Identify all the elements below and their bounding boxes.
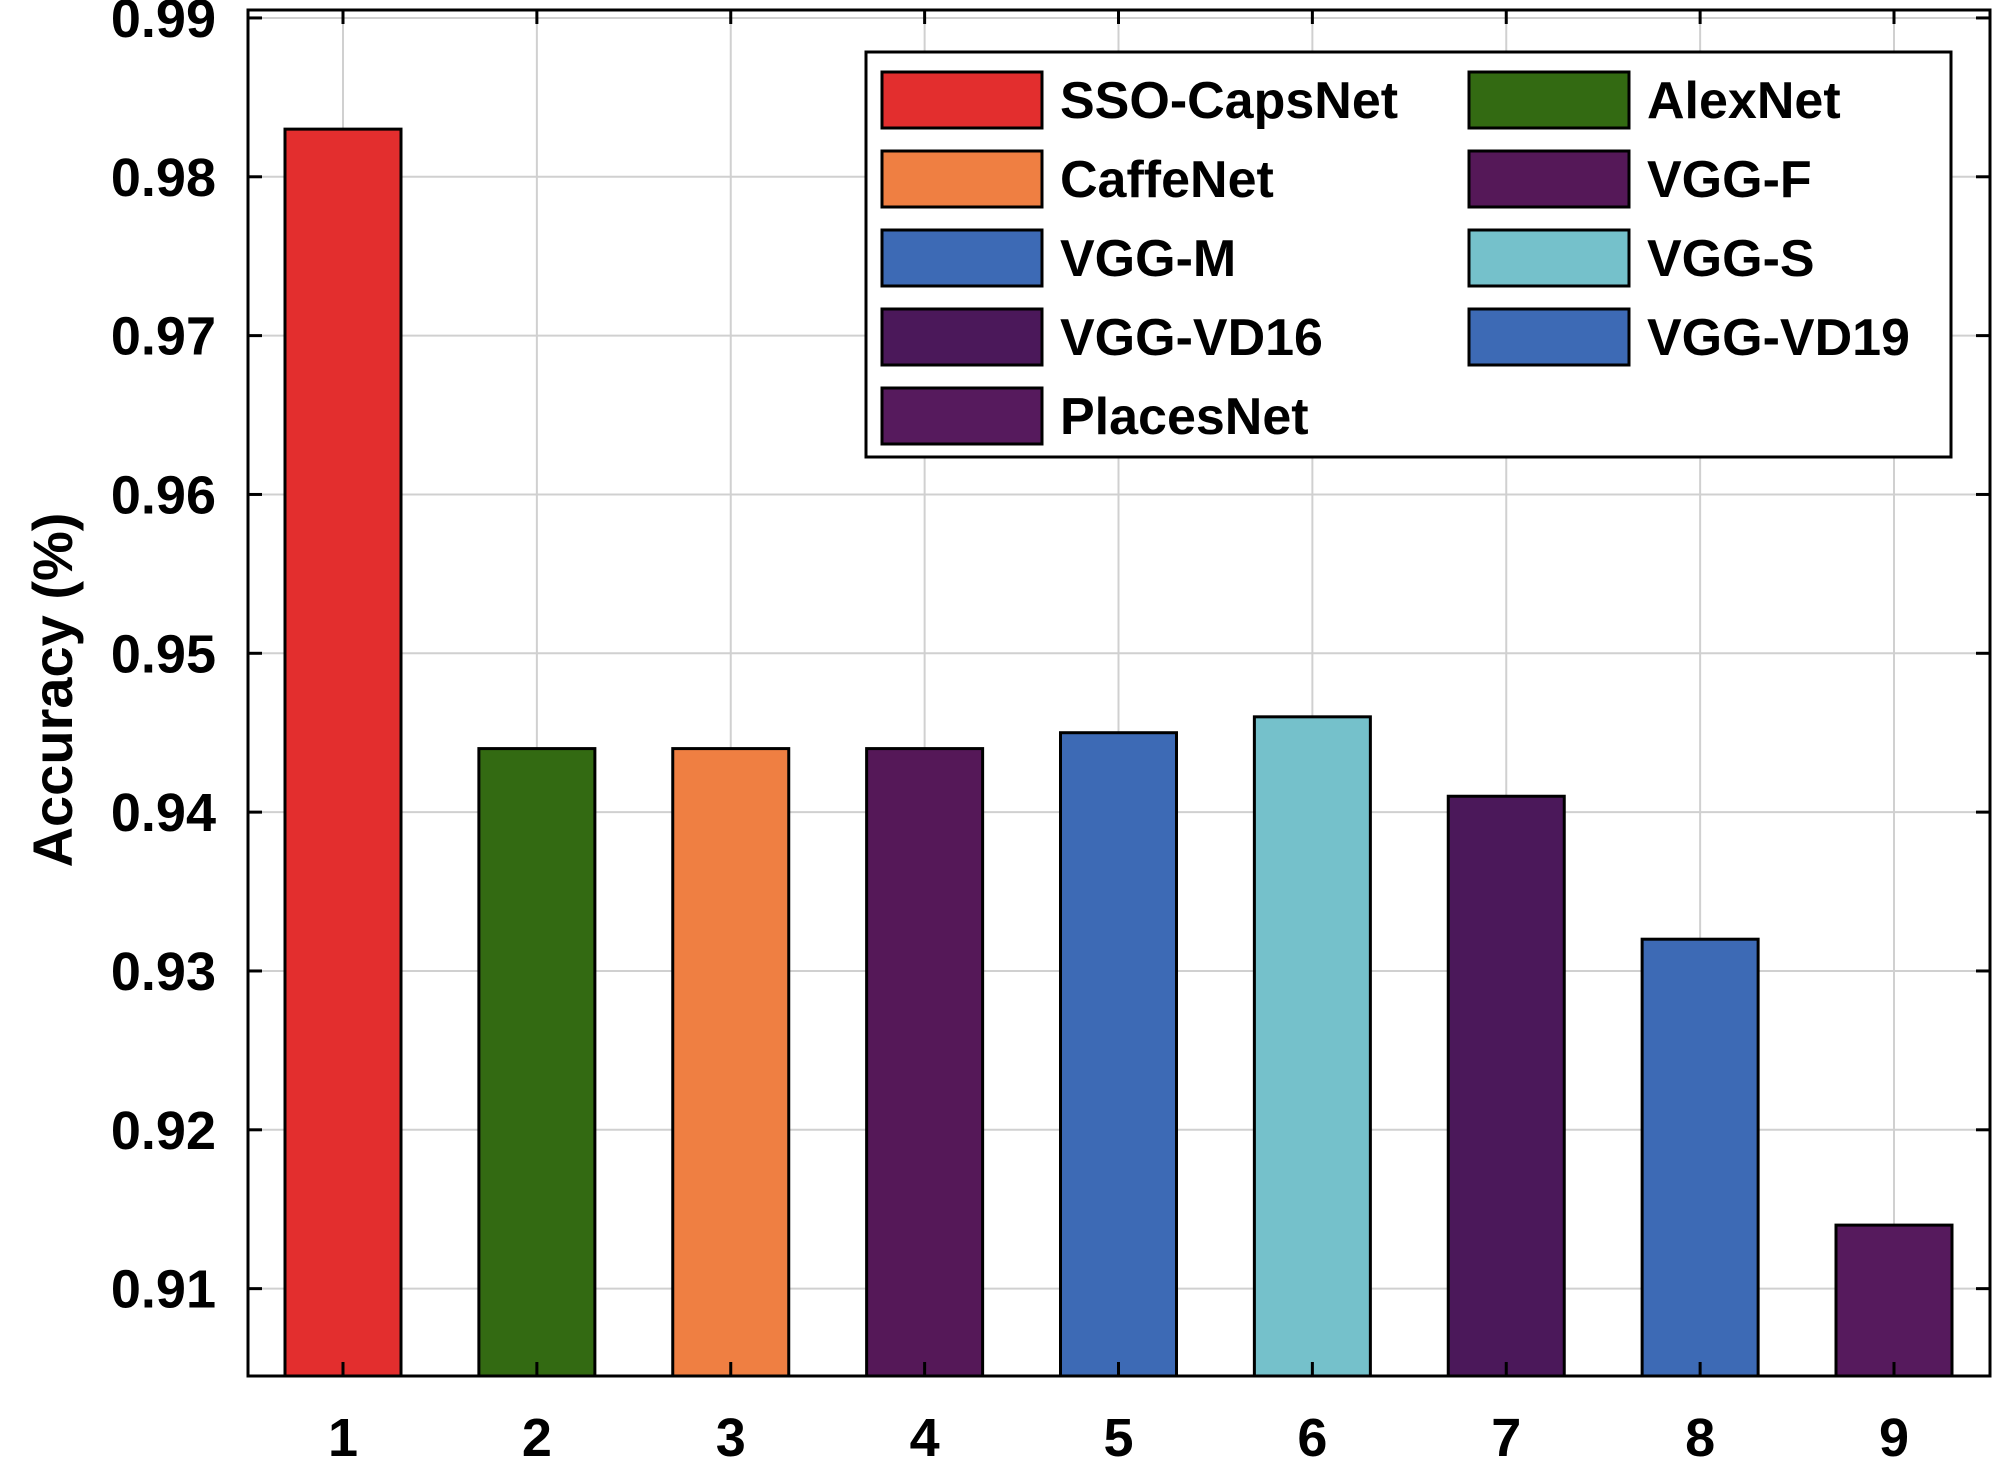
- bar-vgg-s: [1252, 715, 1372, 1378]
- bar-vgg-vd16: [1446, 794, 1566, 1378]
- legend-label: VGG-VD16: [1060, 309, 1323, 367]
- legend-swatch: [880, 228, 1044, 288]
- legend-label: CaffeNet: [1060, 151, 1274, 209]
- x-tick-label: 6: [1297, 1408, 1327, 1468]
- y-tick-label: 0.97: [111, 307, 216, 367]
- y-tick-label: 0.94: [111, 783, 216, 843]
- x-tick-label: 7: [1491, 1408, 1521, 1468]
- legend: SSO-CapsNet AlexNet CaffeNet VGG-F VGG-M VGG-…: [864, 50, 1953, 459]
- x-tick-label: 4: [910, 1408, 940, 1468]
- legend-box: [864, 50, 1953, 459]
- legend-swatch: [1467, 307, 1631, 367]
- y-axis-label: Accuracy (%): [21, 513, 84, 868]
- legend-swatch: [880, 307, 1044, 367]
- legend-swatch: [1467, 70, 1631, 130]
- y-tick-label: 0.93: [111, 942, 216, 1002]
- legend-label: VGG-S: [1647, 230, 1815, 288]
- bar-vgg-f: [865, 747, 985, 1378]
- legend-swatch: [1467, 149, 1631, 209]
- y-tick-label: 0.98: [111, 148, 216, 208]
- y-tick-label: 0.99: [111, 0, 216, 49]
- bar-sso-capsnet: [283, 127, 403, 1378]
- x-tick-label: 8: [1685, 1408, 1715, 1468]
- y-tick-label: 0.95: [111, 624, 216, 684]
- bar-alexnet: [477, 747, 597, 1378]
- y-tick-label: 0.91: [111, 1260, 216, 1320]
- bar-vgg-m: [1059, 731, 1178, 1378]
- bar-vgg-vd19: [1640, 937, 1760, 1378]
- legend-label: AlexNet: [1647, 72, 1841, 130]
- axis-ticks: 0.91 0.92 0.93 0.94 0.95 0.96 0.97 0.98 0.99 1 2 3 4…: [111, 0, 1990, 1468]
- legend-swatch: [1467, 228, 1631, 288]
- legend-swatch: [880, 386, 1044, 446]
- x-tick-label: 2: [522, 1408, 552, 1468]
- legend-label: SSO-CapsNet: [1060, 72, 1398, 130]
- x-tick-label: 1: [328, 1408, 358, 1468]
- x-tick-label: 3: [716, 1408, 746, 1468]
- legend-label: PlacesNet: [1060, 388, 1309, 446]
- y-tick-label: 0.92: [111, 1101, 216, 1161]
- bar-placesnet: [1834, 1223, 1954, 1378]
- legend-label: VGG-F: [1647, 151, 1812, 209]
- legend-swatch: [880, 70, 1044, 130]
- bars: [283, 127, 1954, 1378]
- x-tick-label: 5: [1103, 1408, 1133, 1468]
- x-tick-label: 9: [1879, 1408, 1909, 1468]
- bar-caffenet: [671, 747, 791, 1378]
- y-tick-label: 0.96: [111, 465, 216, 525]
- legend-label: VGG-VD19: [1647, 309, 1910, 367]
- legend-swatch: [880, 149, 1044, 209]
- legend-label: VGG-M: [1060, 230, 1236, 288]
